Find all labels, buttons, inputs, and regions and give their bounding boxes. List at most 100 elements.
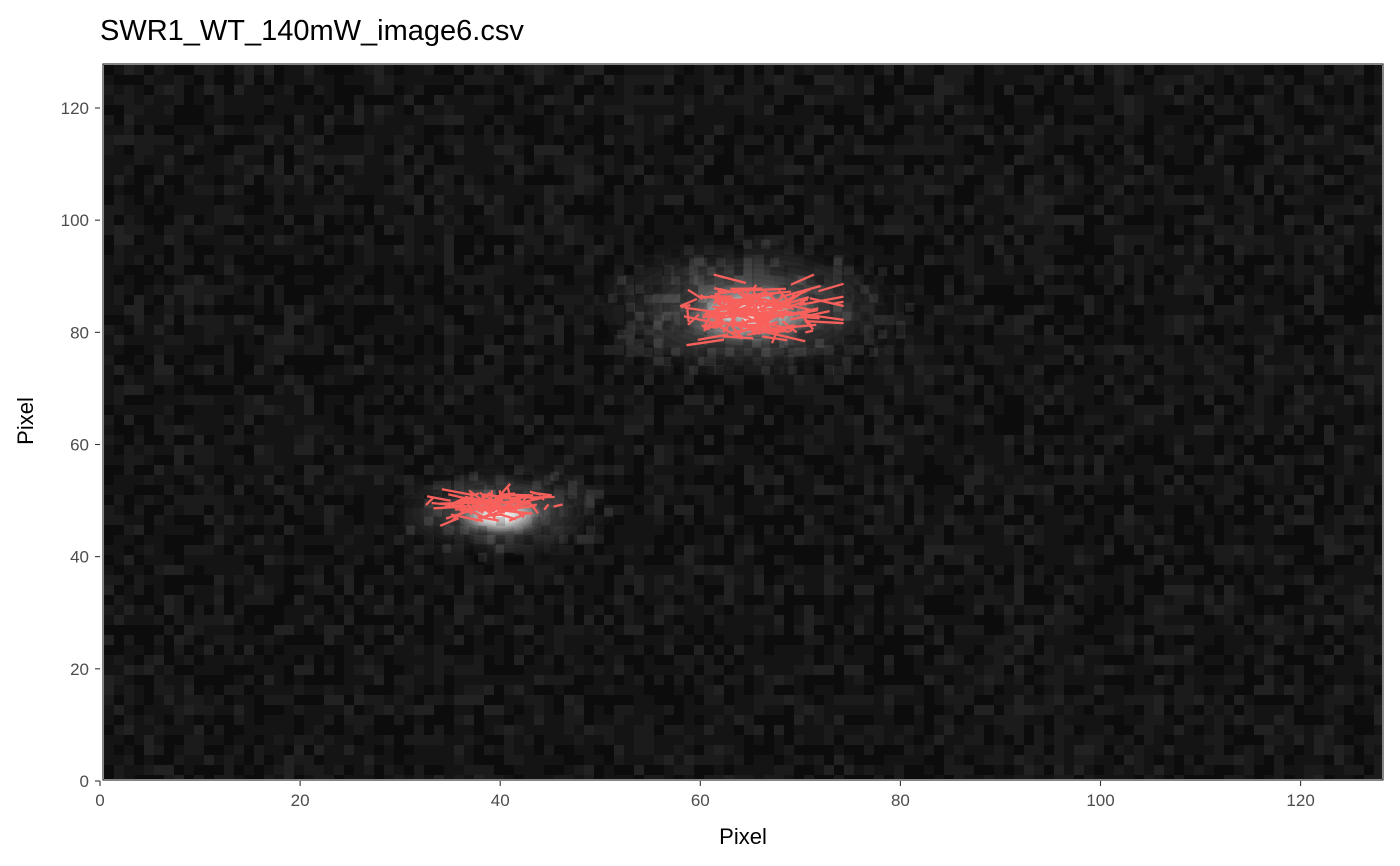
heatmap-noise-dark [104, 65, 1382, 779]
trace-segment [508, 511, 528, 522]
trace-segment [775, 324, 794, 334]
trace-segment [496, 493, 504, 500]
trace-segment [491, 505, 536, 511]
trace-segment [687, 313, 700, 326]
trace-segment [716, 299, 739, 304]
trace-segment [790, 273, 815, 286]
trace-segment [809, 297, 844, 308]
trace-segment [702, 311, 709, 317]
trace-segment [806, 319, 844, 325]
trace-segment [783, 295, 810, 306]
trace-cluster-1 [679, 273, 844, 347]
trace-segment [766, 315, 773, 324]
x-tick-label: 20 [291, 791, 310, 810]
trace-cluster-2 [425, 483, 563, 527]
trace-segment [750, 310, 754, 314]
x-tick-label: 80 [891, 791, 910, 810]
x-tick-label: 60 [691, 791, 710, 810]
trace-segment [781, 288, 811, 304]
trace-segment [500, 509, 505, 514]
trace-segment [789, 324, 797, 333]
trace-segment [722, 335, 754, 340]
chart-title: SWR1_WT_140mW_image6.csv [100, 15, 524, 47]
trace-segment [506, 498, 521, 505]
trace-segment [686, 309, 690, 323]
heatmap-noise-light [104, 65, 1382, 779]
trace-segment [475, 501, 480, 507]
trace-segment [801, 312, 844, 322]
trace-segment [762, 309, 776, 321]
trace-segment [687, 288, 704, 301]
trace-segment [718, 321, 728, 327]
y-tick-label: 100 [61, 211, 89, 230]
trace-segment [739, 322, 748, 328]
trace-segment [553, 503, 563, 508]
trace-segment [777, 289, 788, 301]
trace-segment [425, 496, 435, 506]
trace-segment [720, 300, 755, 309]
trace-segment [439, 517, 460, 527]
trace-segment [801, 315, 820, 320]
trace-segment [431, 501, 474, 509]
y-axis-title: Pixel [13, 397, 38, 445]
trace-segment [748, 325, 761, 335]
trace-segment [679, 297, 698, 308]
trace-segment [750, 307, 758, 311]
trace-segment [489, 490, 494, 504]
trace-segment [452, 497, 466, 505]
y-tick-label: 60 [70, 436, 89, 455]
trace-segment [779, 284, 822, 299]
trace-segment [470, 492, 475, 507]
trace-segment [441, 488, 475, 497]
trace-segment [490, 502, 498, 508]
trace-segment [712, 287, 723, 305]
trace-segment [834, 300, 844, 305]
y-tick-label: 0 [80, 772, 89, 791]
trace-segment [805, 329, 814, 334]
panel-border [102, 63, 1384, 781]
y-tick-label: 80 [70, 323, 89, 342]
trace-segment [487, 513, 503, 517]
trace-segment [507, 503, 525, 519]
heatmap-noise-bright [104, 65, 1382, 779]
trace-segment [818, 282, 844, 293]
trajectory-traces [425, 273, 844, 527]
trace-segment [543, 503, 550, 511]
trace-segment [714, 313, 726, 330]
trace-segment [469, 509, 486, 519]
trace-segment [529, 490, 542, 497]
trace-segment [739, 312, 762, 326]
trace-segment [740, 303, 755, 312]
trace-segment [754, 298, 783, 312]
bright-spot-texture-light [406, 471, 614, 562]
trace-segment [477, 515, 500, 522]
trace-segment [760, 298, 775, 307]
x-tick-label: 40 [491, 791, 510, 810]
y-tick-label: 40 [70, 548, 89, 567]
bright-spot-texture-dark [599, 239, 915, 384]
y-tick-label: 20 [70, 660, 89, 679]
trace-segment [713, 273, 747, 285]
intensity-heatmap [104, 65, 1382, 779]
x-axis-title: Pixel [719, 824, 767, 849]
trace-segment [744, 290, 792, 297]
y-tick-label: 120 [61, 99, 89, 118]
trace-segment [765, 324, 775, 331]
x-tick-label: 0 [95, 791, 104, 810]
trace-segment [426, 495, 451, 502]
trace-segment [510, 495, 555, 500]
x-tick-label: 100 [1086, 791, 1114, 810]
trace-segment [710, 315, 725, 323]
trace-segment [683, 315, 722, 326]
trace-segment [474, 492, 480, 496]
y-axis: 0 20 40 60 80 100 120 [61, 99, 100, 791]
trace-segment [788, 308, 819, 317]
bright-spot-texture-light [608, 239, 915, 375]
trace-segment [686, 338, 725, 347]
trace-segment [764, 330, 806, 343]
trace-segment [722, 315, 737, 333]
trace-segment [703, 321, 714, 332]
trace-segment [454, 508, 493, 512]
trace-segment [738, 288, 759, 308]
